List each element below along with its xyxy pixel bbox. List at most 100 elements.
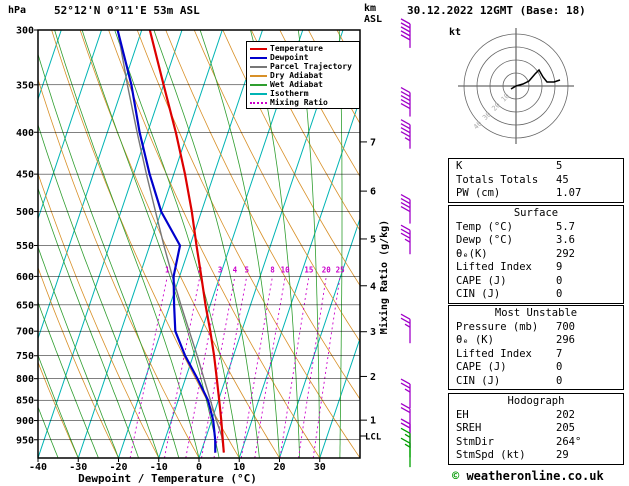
dewpoint-curve [116, 30, 217, 453]
legend-item-label: Dewpoint [270, 53, 309, 62]
temperature-tick-label: -10 [150, 462, 168, 473]
mixing-ratio-value-label: 10 [281, 265, 291, 274]
wind-barb [400, 313, 411, 344]
copyright[interactable]: © weatheronline.co.uk [452, 469, 604, 483]
row-label: StmDir [456, 435, 494, 448]
legend-item: Dewpoint [250, 53, 359, 62]
legend-line-sample [250, 92, 267, 95]
temperature-axis-label: Dewpoint / Temperature (°C) [78, 472, 257, 485]
row-value: 7 [556, 347, 563, 360]
pressure-tick-label: 650 [16, 300, 34, 311]
pressure-tick-label: 750 [16, 351, 34, 362]
km-tick-label: 5 [370, 235, 376, 246]
legend-line-sample [250, 56, 267, 59]
temperature-tick-label: 30 [314, 462, 326, 473]
profile-curves [116, 30, 225, 453]
mixing-ratio-line [279, 276, 310, 458]
wind-barb-tick [400, 402, 411, 410]
row-label: θₑ (K) [456, 334, 494, 346]
dry-adiabat-line [38, 361, 79, 458]
table-row: Temp (°C) 5.7 [449, 221, 623, 235]
wind-barb-tick [400, 418, 411, 425]
station-title: 52°12'N 0°11'E 53m ASL [54, 4, 200, 17]
table-row: Totals Totals 45 [449, 174, 623, 188]
row-value: 0 [556, 374, 563, 387]
wind-barb-tick [400, 26, 411, 33]
mixing-ratio-value-label: 1 [165, 265, 170, 274]
wind-barb [400, 437, 411, 468]
row-value: 3.6 [556, 234, 575, 246]
legend-item-label: Parcel Trajectory [270, 62, 352, 71]
pressure-tick-label: 800 [16, 374, 34, 385]
wind-barb-tick [400, 30, 411, 37]
row-label: Temp (°C) [456, 220, 513, 233]
mixing-ratio-line [213, 276, 248, 458]
surface-rows: Temp (°C) 5.7 Dewp (°C) 3.6 θₑ(K) 292 Lifted I… [449, 221, 623, 302]
surface-panel: Surface Temp (°C) 5.7 Dewp (°C) 3.6 θₑ(K) 292… [448, 205, 624, 304]
km-tick-label: 6 [370, 187, 376, 198]
mixing-ratio-line [240, 276, 273, 458]
temperature-tick-label: -30 [69, 462, 87, 473]
row-value: 5 [556, 160, 563, 172]
table-row: CAPE (J) 0 [449, 275, 623, 289]
hodograph-ring-label: 30 [481, 110, 493, 122]
wind-barb-half-tick [404, 433, 411, 438]
wind-barb-tick [400, 313, 411, 320]
mixing-ratio-value-label: 4 [233, 265, 238, 274]
wind-barb [400, 418, 411, 449]
wind-barb [400, 402, 411, 433]
datetime-title: 30.12.2022 12GMT (Base: 18) [407, 4, 586, 17]
wind-barb-tick [400, 119, 411, 126]
wind-barb-tick [400, 18, 411, 25]
hodograph-ring [502, 72, 530, 100]
wind-barb-tick [400, 123, 411, 130]
most-unstable-panel-title: Most Unstable [494, 307, 578, 319]
wind-barb-tick [400, 437, 411, 444]
altitude-axis-unit-asl: ASL [364, 14, 383, 25]
temperature-tick-label: -20 [109, 462, 127, 473]
wind-barb-tick [400, 378, 411, 385]
row-value: 700 [556, 320, 575, 333]
row-label: CAPE (J) [456, 274, 507, 287]
hodograph-ring-label: 40 [472, 120, 484, 132]
mixing-ratio-value-label: 25 [336, 265, 345, 274]
row-label: θₑ(K) [456, 247, 488, 260]
most-unstable-rows: Pressure (mb) 700 θₑ (K) 296 Lifted Index 7 CA… [449, 321, 623, 389]
copyright-text: weatheronline.co.uk [459, 469, 604, 483]
table-row: θₑ(K) 292 [449, 248, 623, 262]
hodograph-ring [463, 33, 569, 139]
wind-barb [400, 194, 411, 224]
table-row: CIN (J) 0 [449, 375, 623, 389]
surface-panel-title: Surface [513, 207, 559, 219]
table-row: Pressure (mb) 700 [449, 321, 623, 335]
hodograph-trace [510, 68, 561, 90]
pressure-tick-label: 700 [16, 327, 34, 338]
wind-barb-tick [400, 198, 411, 205]
pressure-axis-unit: hPa [8, 5, 27, 16]
wind-barb-half-tick [404, 323, 411, 328]
pressure-tick-label: 850 [16, 396, 34, 407]
parcel-trajectory-curve [116, 30, 225, 453]
mixing-ratio-axis-label: Mixing Ratio (g/kg) [378, 220, 390, 334]
pressure-tick-label: 550 [16, 241, 34, 252]
legend: Temperature Dewpoint Parcel Trajectory Dry … [246, 41, 360, 109]
km-tick-label: 1 [370, 416, 376, 427]
row-value: 0 [556, 274, 563, 287]
wind-barb-tick [400, 224, 411, 231]
isotherm-line [38, 30, 143, 340]
wind-barb [400, 119, 411, 149]
wind-barb-tick [400, 34, 411, 41]
legend-line-sample [250, 47, 267, 50]
temperature-tick-label: 0 [196, 462, 202, 473]
wind-barb-tick [400, 90, 411, 98]
legend-line-sample [250, 65, 267, 68]
wind-barb-half-tick [404, 443, 411, 448]
wet-adiabat-line [38, 354, 79, 458]
altitude-axis-unit-km: km [364, 3, 377, 14]
pressure-tick-label: 500 [16, 207, 34, 218]
wind-barb-tick [400, 427, 411, 434]
legend-item-label: Wet Adiabat [270, 80, 323, 89]
wet-adiabat-line [38, 300, 99, 458]
indices-panel: K 5 Totals Totals 45 PW (cm) 1.07 [448, 158, 624, 203]
